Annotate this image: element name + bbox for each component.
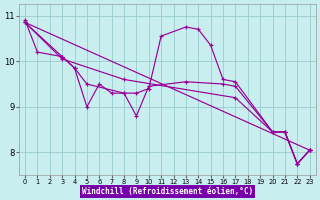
X-axis label: Windchill (Refroidissement éolien,°C): Windchill (Refroidissement éolien,°C) [82, 187, 253, 196]
